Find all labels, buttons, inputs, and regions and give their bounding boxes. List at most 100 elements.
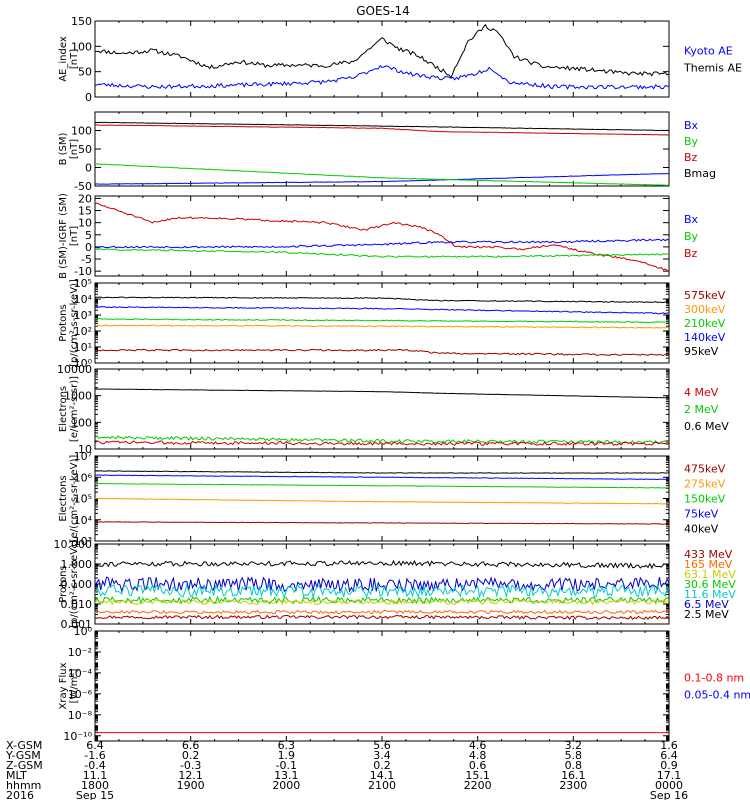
ylabel-line: [e/(cm²-s-sr)] (69, 376, 80, 442)
x-column-value: 15.1 (465, 769, 490, 782)
panel-electrons2: 10³10⁴10⁵10⁶10⁷Electrons[e/(cm²-s-sr-keV… (58, 450, 726, 548)
x-column-value: Sep 16 (650, 789, 688, 800)
legend-entry: Themis AE (683, 62, 742, 75)
series-433-mev (95, 614, 669, 621)
ylabel-line: Protons (58, 565, 69, 602)
ylabel-line: B (SM)-IGRF (SM) (58, 193, 69, 279)
y-tick-label: 10⁻² (68, 646, 92, 659)
series-bmag (95, 121, 669, 132)
ylabel-line: [p/(cm²-s-sr-keV)] (69, 279, 80, 367)
legend-entry: By (684, 230, 699, 243)
ylabel-line: [nT] (69, 49, 80, 69)
x-column-value: 2100 (368, 779, 396, 792)
legend-entry: 433 MeV (684, 548, 733, 561)
series-63-1-mev (95, 598, 669, 606)
series-575kev (95, 348, 669, 356)
series-165-mev (95, 609, 669, 615)
legend-entry: Bx (684, 213, 699, 226)
x-column-value: 0.8 (565, 759, 583, 772)
y-tick-label: 0.001 (61, 618, 93, 631)
legend-entry: 30.6 MeV (684, 578, 736, 591)
x-row-label: MLT (6, 769, 27, 782)
x-axis-table: X-GSMY-GSMZ-GSMMLThhmm20166.4-1.6-0.411.… (5, 739, 688, 800)
y-tick-label: 10⁻⁴ (68, 667, 93, 680)
y-tick-label: 10⁰ (74, 625, 93, 638)
x-column-value: 1.6 (660, 739, 678, 752)
x-row-label: Z-GSM (6, 759, 43, 772)
y-tick-label: -50 (74, 180, 92, 193)
legend-entry: 75keV (684, 508, 719, 521)
x-column-value: 11.1 (83, 769, 108, 782)
series-210kev (95, 317, 669, 324)
x-column-value: 6.6 (182, 739, 200, 752)
y-tick-label: 50 (78, 66, 92, 79)
series-kyoto-ae (95, 64, 669, 90)
y-tick-label: 0 (85, 91, 92, 104)
y-tick-label: 10.000 (54, 538, 93, 551)
x-row-label: hhmm (6, 779, 41, 792)
legend-entry: Bz (684, 247, 698, 260)
y-tick-label: 5 (85, 229, 92, 242)
legend-entry: 95keV (684, 345, 719, 358)
x-column-value: 0000 (655, 779, 683, 792)
y-tick-label: 10⁻¹⁰ (63, 730, 92, 743)
panel-protons1: 10⁰10¹10²10³10⁴10⁵Protons[p/(cm²-s-sr-ke… (58, 277, 726, 370)
legend-entry: 210keV (684, 317, 726, 330)
y-tick-label: 10⁻⁸ (68, 709, 93, 722)
legend-entry: Bmag (684, 167, 716, 180)
series-bz (95, 124, 669, 136)
legend-entry: 11.6 MeV (684, 588, 736, 601)
legend-entry: By (684, 135, 699, 148)
series-4-mev (95, 440, 669, 446)
y-tick-label: 10⁴ (74, 514, 93, 527)
panel-protons2: 0.0010.0100.1001.00010.000Protons[p/(cm²… (54, 538, 737, 631)
legend-entry: 0.6 MeV (684, 420, 729, 433)
legend-entry: 140keV (684, 331, 726, 344)
panel-electrons1-ylabel: Electrons[e/(cm²-s-sr)] (58, 376, 80, 442)
ylabel-line: Xray Flux (58, 662, 69, 709)
series-275kev (95, 497, 669, 505)
panel-ae-series (95, 23, 669, 90)
x-column-value: 0.9 (660, 759, 678, 772)
ylabel-line: [e/(cm²-s-sr-keV)] (69, 455, 80, 543)
legend-entry: 275keV (684, 478, 726, 491)
x-column-value: -0.3 (180, 759, 201, 772)
ylabel-line: [W/m²] (69, 668, 80, 703)
y-tick-label: 0 (85, 162, 92, 175)
y-tick-label: 100 (71, 40, 92, 53)
panel-electrons2-series (95, 470, 669, 525)
y-tick-label: -5 (81, 253, 92, 266)
y-tick-label: 0.010 (61, 598, 93, 611)
x-column-value: 13.1 (274, 769, 299, 782)
legend-entry: 63.1 MeV (684, 568, 736, 581)
legend-entry: 575keV (684, 289, 726, 302)
ylabel-line: Protons (58, 304, 69, 341)
y-tick-label: 10⁶ (74, 471, 93, 484)
x-column-value: 2200 (464, 779, 492, 792)
legend-entry: Bz (684, 151, 698, 164)
legend-entry: 6.5 MeV (684, 598, 729, 611)
y-tick-label: 10 (78, 443, 92, 456)
plot-title: GOES-14 (356, 4, 410, 18)
series-140kev (95, 306, 669, 315)
x-column-value: 14.1 (370, 769, 395, 782)
x-column-value: 6.4 (86, 739, 104, 752)
y-tick-label: 10⁻⁶ (68, 688, 93, 701)
series-30-6-mev (95, 595, 669, 605)
panel-xray-frame (94, 630, 670, 742)
panel-protons2-ylabel: Protons[p/(cm²-s-sr-keV)] (58, 540, 80, 628)
legend-entry: 40keV (684, 523, 719, 536)
series-40kev (95, 470, 669, 474)
panel-bdiff-series (95, 202, 669, 273)
y-tick-label: 100 (71, 416, 92, 429)
y-tick-label: 10⁵ (74, 277, 92, 290)
x-column-value: Sep 15 (76, 789, 114, 800)
series-by (95, 248, 669, 258)
ylabel-line: B (SM) (58, 132, 69, 165)
series-bz (95, 202, 669, 273)
